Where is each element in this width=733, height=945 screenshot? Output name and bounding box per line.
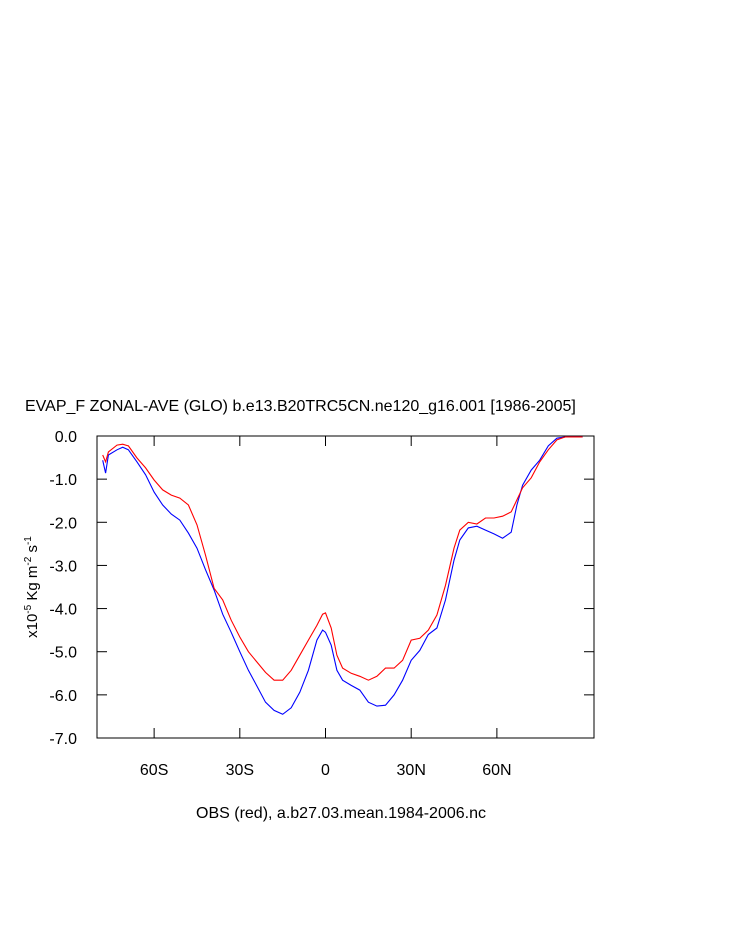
y-tick-label: -3.0 bbox=[49, 558, 77, 575]
y-axis-label: x10-5 Kg m-2 s-1 bbox=[23, 536, 41, 638]
y-axis-label-sup: -5 bbox=[23, 604, 34, 613]
series-line bbox=[102, 436, 583, 715]
y-tick-label: -1.0 bbox=[49, 472, 77, 489]
x-tick-label: 60S bbox=[140, 762, 168, 779]
series-line bbox=[102, 436, 583, 681]
x-tick-label: 30N bbox=[397, 762, 426, 779]
y-axis-label-part: Kg m bbox=[24, 566, 41, 605]
y-tick-label: 0.0 bbox=[55, 429, 77, 446]
y-tick-label: -2.0 bbox=[49, 515, 77, 532]
y-tick-label: -4.0 bbox=[49, 602, 77, 619]
chart-subtitle: OBS (red), a.b27.03.mean.1984-2006.nc bbox=[196, 805, 486, 822]
plot-frame bbox=[96, 435, 595, 739]
y-axis-label-part: x10 bbox=[24, 614, 41, 638]
x-tick-label: 30S bbox=[226, 762, 254, 779]
chart-title: EVAP_F ZONAL-AVE (GLO) b.e13.B20TRC5CN.n… bbox=[25, 398, 576, 415]
y-axis-label-sup: -2 bbox=[23, 556, 34, 565]
y-axis-label-sup: -1 bbox=[23, 536, 34, 545]
x-tick-label: 0 bbox=[321, 762, 330, 779]
y-tick-label: -6.0 bbox=[49, 688, 77, 705]
y-axis-label-part: s bbox=[24, 545, 41, 557]
y-tick-label: -7.0 bbox=[49, 731, 77, 748]
x-tick-label: 60N bbox=[482, 762, 511, 779]
y-tick-label: -5.0 bbox=[49, 645, 77, 662]
